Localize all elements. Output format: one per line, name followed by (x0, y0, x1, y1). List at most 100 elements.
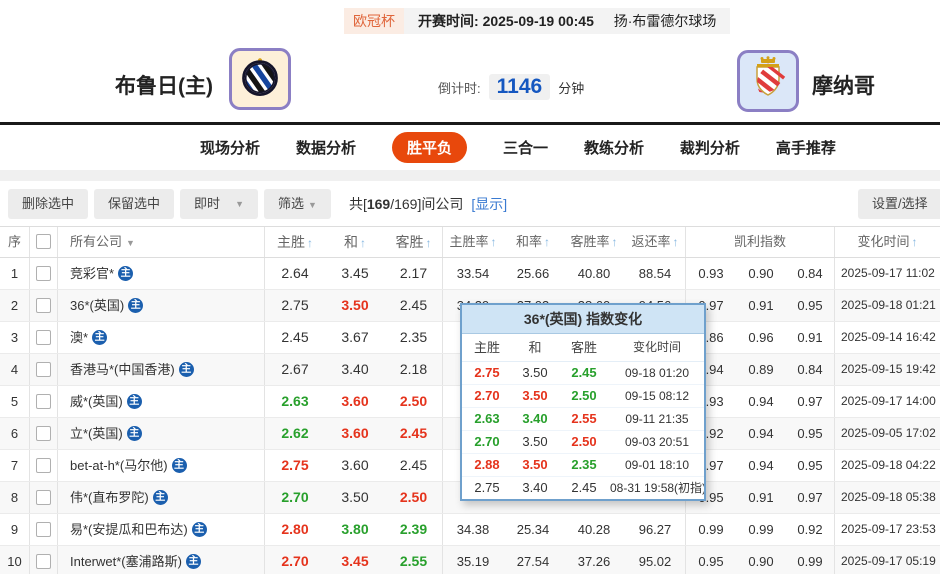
company-cell[interactable]: 易*(安提瓜和巴布达) 主 (58, 514, 265, 545)
header-home-rate[interactable]: 主胜率 ↑ (449, 234, 497, 249)
home-badge: 主 (185, 554, 201, 569)
away-odds[interactable]: 2.50 (385, 482, 443, 513)
tab-coach-analysis[interactable]: 教练分析 (583, 140, 644, 157)
popup-history-row: 2.75 3.40 2.45 08-31 19:58(初指) (462, 477, 704, 499)
kelly-index-2: 0.94 (748, 426, 774, 441)
away-odds[interactable]: 2.39 (385, 514, 443, 545)
row-checkbox[interactable] (36, 329, 51, 345)
home-odds[interactable]: 2.75 (281, 457, 309, 473)
header-away-odds[interactable]: 客胜 ↑ (385, 227, 443, 257)
home-odds[interactable]: 2.62 (281, 425, 309, 441)
draw-odds[interactable]: 3.40 (341, 361, 369, 377)
tab-live-analysis[interactable]: 现场分析 (200, 140, 261, 157)
home-odds[interactable]: 2.63 (281, 393, 309, 409)
away-rate: 40.80 (577, 266, 611, 281)
header-payout-rate[interactable]: 返还率 ↑ (625, 227, 686, 257)
home-odds[interactable]: 2.70 (281, 489, 309, 505)
away-odds[interactable]: 2.50 (385, 386, 443, 417)
row-checkbox[interactable] (36, 489, 51, 505)
company-cell[interactable]: 香港马*(中国香港) 主 (58, 354, 265, 385)
kelly-index-2: 0.99 (748, 522, 774, 537)
kelly-index-3: 0.84 (786, 258, 835, 289)
header-home-odds[interactable]: 主胜 ↑ (277, 234, 313, 250)
away-odds[interactable]: 2.45 (385, 290, 443, 321)
row-seq: 1 (0, 258, 30, 289)
draw-odds[interactable]: 3.45 (341, 265, 369, 281)
home-odds[interactable]: 2.45 (281, 329, 309, 345)
away-odds[interactable]: 2.18 (385, 354, 443, 385)
countdown: 倒计时: 1146 分钟 (438, 74, 584, 100)
header-change-time[interactable]: 变化时间 ↑ (857, 234, 918, 249)
home-odds[interactable]: 2.67 (281, 361, 309, 377)
popup-header-away: 客胜 (570, 340, 597, 355)
draw-odds[interactable]: 3.50 (341, 489, 369, 505)
select-all-checkbox[interactable] (36, 233, 51, 249)
sort-asc-icon: ↑ (672, 235, 679, 249)
tab-expert-picks[interactable]: 高手推荐 (775, 140, 836, 157)
header-draw-odds[interactable]: 和 ↑ (344, 234, 366, 250)
draw-odds[interactable]: 3.80 (341, 521, 369, 537)
header-company[interactable]: 所有公司 ▼ (58, 227, 265, 257)
draw-odds[interactable]: 3.60 (341, 425, 369, 441)
home-odds[interactable]: 2.64 (281, 265, 309, 281)
divider-band (0, 170, 940, 181)
header-draw-rate[interactable]: 和率 ↑ (515, 234, 550, 249)
company-cell[interactable]: 36*(英国) 主 (58, 290, 265, 321)
header-away-rate[interactable]: 客胜率 ↑ (570, 234, 618, 249)
kelly-index-3: 0.91 (786, 322, 835, 353)
kelly-index-2: 0.94 (748, 394, 774, 409)
popup-draw-odds: 3.50 (522, 457, 548, 472)
away-odds[interactable]: 2.17 (385, 258, 443, 289)
row-checkbox[interactable] (36, 265, 51, 281)
show-link[interactable]: [显示] (471, 196, 508, 212)
company-cell[interactable]: 威*(英国) 主 (58, 386, 265, 417)
popup-away-odds: 2.55 (571, 411, 597, 426)
kelly-index-2: 0.96 (748, 330, 774, 345)
tab-win-draw-lose[interactable]: 胜平负 (391, 132, 467, 163)
home-odds[interactable]: 2.75 (281, 297, 309, 313)
odds-mode-dropdown[interactable]: 即时 ▼ (180, 189, 259, 219)
away-odds[interactable]: 2.35 (385, 322, 443, 353)
home-badge: 主 (92, 330, 108, 345)
draw-odds[interactable]: 3.60 (341, 393, 369, 409)
keep-selected-button[interactable]: 保留选中 (94, 189, 175, 219)
home-odds[interactable]: 2.70 (281, 553, 309, 569)
company-name: 香港马*(中国香港) (70, 362, 175, 377)
row-checkbox[interactable] (36, 361, 51, 377)
tab-three-in-one[interactable]: 三合一 (502, 140, 548, 157)
tab-referee-analysis[interactable]: 裁判分析 (679, 140, 740, 157)
popup-away-odds: 2.35 (571, 457, 597, 472)
popup-away-odds: 2.50 (571, 388, 597, 403)
delete-selected-button[interactable]: 删除选中 (8, 189, 89, 219)
away-odds[interactable]: 2.55 (385, 546, 443, 574)
company-cell[interactable]: 竞彩官* 主 (58, 258, 265, 289)
draw-odds[interactable]: 3.60 (341, 457, 369, 473)
company-cell[interactable]: Interwet*(塞浦路斯) 主 (58, 546, 265, 574)
sort-asc-icon: ↑ (307, 236, 313, 250)
company-cell[interactable]: 澳* 主 (58, 322, 265, 353)
popup-change-time: 09-18 01:20 (624, 366, 690, 380)
settings-select-button[interactable]: 设置/选择 (858, 189, 940, 219)
home-odds[interactable]: 2.80 (281, 521, 309, 537)
row-checkbox[interactable] (36, 393, 51, 409)
company-cell[interactable]: 伟*(直布罗陀) 主 (58, 482, 265, 513)
filter-dropdown[interactable]: 筛选 ▼ (264, 189, 331, 219)
sort-asc-icon: ↑ (544, 235, 550, 249)
tab-data-analysis[interactable]: 数据分析 (295, 140, 356, 157)
away-odds[interactable]: 2.45 (385, 418, 443, 449)
draw-odds[interactable]: 3.67 (341, 329, 369, 345)
row-checkbox[interactable] (36, 553, 51, 569)
draw-odds[interactable]: 3.45 (341, 553, 369, 569)
company-cell[interactable]: bet-at-h*(马尔他) 主 (58, 450, 265, 481)
row-checkbox[interactable] (36, 521, 51, 537)
filter-label: 筛选 (278, 196, 305, 211)
popup-home-odds: 2.75 (474, 480, 500, 495)
kelly-index-3: 0.95 (786, 450, 835, 481)
draw-odds[interactable]: 3.50 (341, 297, 369, 313)
row-checkbox[interactable] (36, 457, 51, 473)
row-checkbox[interactable] (36, 425, 51, 441)
away-odds[interactable]: 2.45 (385, 450, 443, 481)
company-cell[interactable]: 立*(英国) 主 (58, 418, 265, 449)
row-checkbox[interactable] (36, 297, 51, 313)
popup-draw-odds: 3.50 (522, 434, 548, 449)
